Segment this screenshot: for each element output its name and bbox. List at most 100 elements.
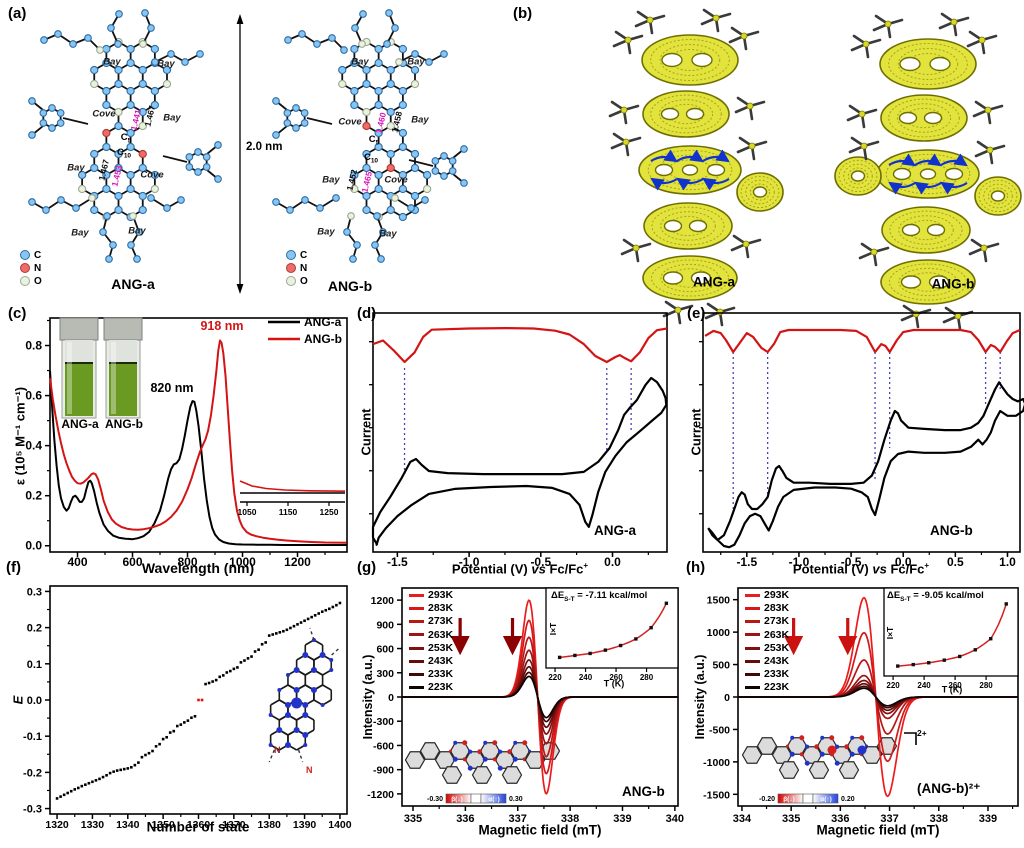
- svg-text:240: 240: [579, 673, 593, 682]
- site-label: Cove: [140, 169, 164, 181]
- svg-text:1200: 1200: [284, 555, 311, 569]
- svg-text:-1000: -1000: [703, 757, 730, 769]
- peak-annotation-820: 820 nm: [150, 380, 194, 395]
- atom-legend-C: C: [300, 250, 308, 261]
- scale-label: 2.0 nm: [246, 141, 283, 153]
- atom-legend-O: O: [300, 276, 308, 287]
- g-inset-y-label: I×T: [547, 622, 558, 636]
- panel-f-tag: (f): [6, 559, 21, 576]
- svg-text:336: 336: [456, 813, 474, 825]
- svg-text:-300: -300: [373, 716, 394, 728]
- svg-text:α(↑): α(↑): [820, 796, 832, 803]
- panel-c-tag: (c): [8, 305, 27, 322]
- svg-text:280: 280: [640, 673, 654, 682]
- svg-text:339: 339: [979, 813, 997, 825]
- svg-text:1380: 1380: [258, 819, 282, 831]
- d-curve-label: ANG-a: [594, 523, 637, 538]
- atom-legend-N: N: [300, 263, 308, 274]
- c-legend-ANG-b: ANG-b: [304, 332, 342, 346]
- site-label: Bay: [407, 56, 425, 68]
- site-label: Bay: [411, 114, 429, 126]
- f-inset-n-atom-label-2: N: [306, 765, 313, 775]
- temp-legend-243K: 243K: [745, 656, 789, 667]
- svg-text:-0.5: -0.5: [530, 555, 551, 569]
- site-label: Bay: [379, 228, 397, 240]
- svg-text:-500: -500: [709, 724, 730, 736]
- c-x-axis-label: Wavelength (nm): [141, 560, 255, 576]
- temp-legend-223K: 223K: [409, 682, 453, 693]
- svg-text:338: 338: [561, 813, 579, 825]
- site-label: Bay: [163, 112, 181, 124]
- temp-legend-283K: 283K: [409, 603, 453, 614]
- svg-text:-1.0: -1.0: [789, 555, 810, 569]
- svg-text:0.4: 0.4: [25, 439, 42, 453]
- svg-text:1000: 1000: [707, 627, 731, 639]
- svg-text:600: 600: [122, 555, 142, 569]
- svg-text:0.5: 0.5: [947, 555, 964, 569]
- svg-text:-1.5: -1.5: [736, 555, 757, 569]
- temp-legend-293K: 293K: [745, 590, 789, 601]
- svg-text:1340: 1340: [116, 819, 140, 831]
- temp-legend-233K: 233K: [745, 669, 789, 680]
- svg-text:1330: 1330: [81, 819, 105, 831]
- svg-text:500: 500: [712, 660, 730, 672]
- cuvette-label-ang-a: ANG-a: [61, 417, 99, 431]
- svg-text:0.3: 0.3: [27, 586, 42, 598]
- g-y-axis-label: Intensity (a.u.): [360, 654, 375, 740]
- h-y-axis-label: Intensity (a.u.): [692, 654, 707, 740]
- f-inset-n-atom-label: N: [274, 745, 281, 755]
- svg-text:0.8: 0.8: [25, 339, 42, 353]
- svg-text:1.0: 1.0: [999, 555, 1016, 569]
- svg-text:336: 336: [831, 813, 849, 825]
- svg-text:-1200: -1200: [367, 789, 394, 801]
- svg-text:0.6: 0.6: [25, 389, 42, 403]
- site-label: Bay: [67, 162, 85, 174]
- temp-legend-253K: 253K: [409, 643, 453, 654]
- carbon-atom-label: C5: [368, 133, 380, 147]
- svg-text:1390: 1390: [293, 819, 317, 831]
- molecule-name-ang-b: ANG-b: [327, 278, 373, 294]
- site-label: Cove: [92, 108, 116, 120]
- d-x-axis-label: Potential (V) vs Fc/Fc+: [451, 561, 589, 577]
- svg-text:1000: 1000: [229, 555, 256, 569]
- svg-text:1150: 1150: [279, 507, 298, 517]
- panel-h-tag: (h): [686, 559, 706, 576]
- panel-e-tag: (e): [687, 305, 706, 322]
- svg-text:300: 300: [376, 668, 394, 680]
- h-inset-charge-label: 2+: [917, 728, 927, 738]
- temp-legend-273K: 273K: [409, 616, 453, 627]
- carbon-atom-label: C10: [116, 146, 132, 160]
- site-label: Bay: [128, 225, 146, 237]
- svg-text:0.0: 0.0: [895, 555, 912, 569]
- svg-text:0.0: 0.0: [25, 539, 42, 553]
- carbon-atom-label: C5: [120, 131, 132, 145]
- e-x-axis-label: Potential (V) vs Fc/Fc+: [792, 561, 930, 577]
- svg-text:-1.5: -1.5: [387, 555, 408, 569]
- svg-text:1400: 1400: [328, 819, 352, 831]
- f-x-axis-label: Number of state: [146, 819, 250, 835]
- d-y-axis-label: Current: [358, 408, 374, 456]
- svg-text:0.2: 0.2: [27, 623, 42, 635]
- atom-legend-C: C: [34, 250, 42, 261]
- f-y-axis-label: E: [10, 695, 26, 705]
- svg-text:240: 240: [917, 681, 931, 690]
- temp-legend-283K: 283K: [745, 603, 789, 614]
- svg-text:0.0: 0.0: [27, 695, 42, 707]
- peak-annotation-918: 918 nm: [200, 318, 244, 333]
- temp-legend-233K: 233K: [409, 669, 453, 680]
- atom-legend-N: N: [34, 263, 42, 274]
- svg-text:338: 338: [930, 813, 948, 825]
- acid-label-ang-a: ANG-a: [692, 274, 736, 290]
- svg-text:1050: 1050: [238, 507, 257, 517]
- svg-text:1350: 1350: [151, 819, 175, 831]
- g-singlet-triplet-gap-label: ΔES-T = -7.11 kcal/mol: [551, 590, 648, 603]
- site-label: Bay: [103, 56, 121, 68]
- temp-legend-223K: 223K: [745, 682, 789, 693]
- temp-legend-243K: 243K: [409, 656, 453, 667]
- h-spectrum-label: (ANG-b)²⁺: [917, 781, 981, 796]
- svg-text:0.0: 0.0: [604, 555, 621, 569]
- svg-text:400: 400: [67, 555, 87, 569]
- h-x-axis-label: Magnetic field (mT): [816, 822, 940, 838]
- svg-text:-0.1: -0.1: [23, 731, 42, 743]
